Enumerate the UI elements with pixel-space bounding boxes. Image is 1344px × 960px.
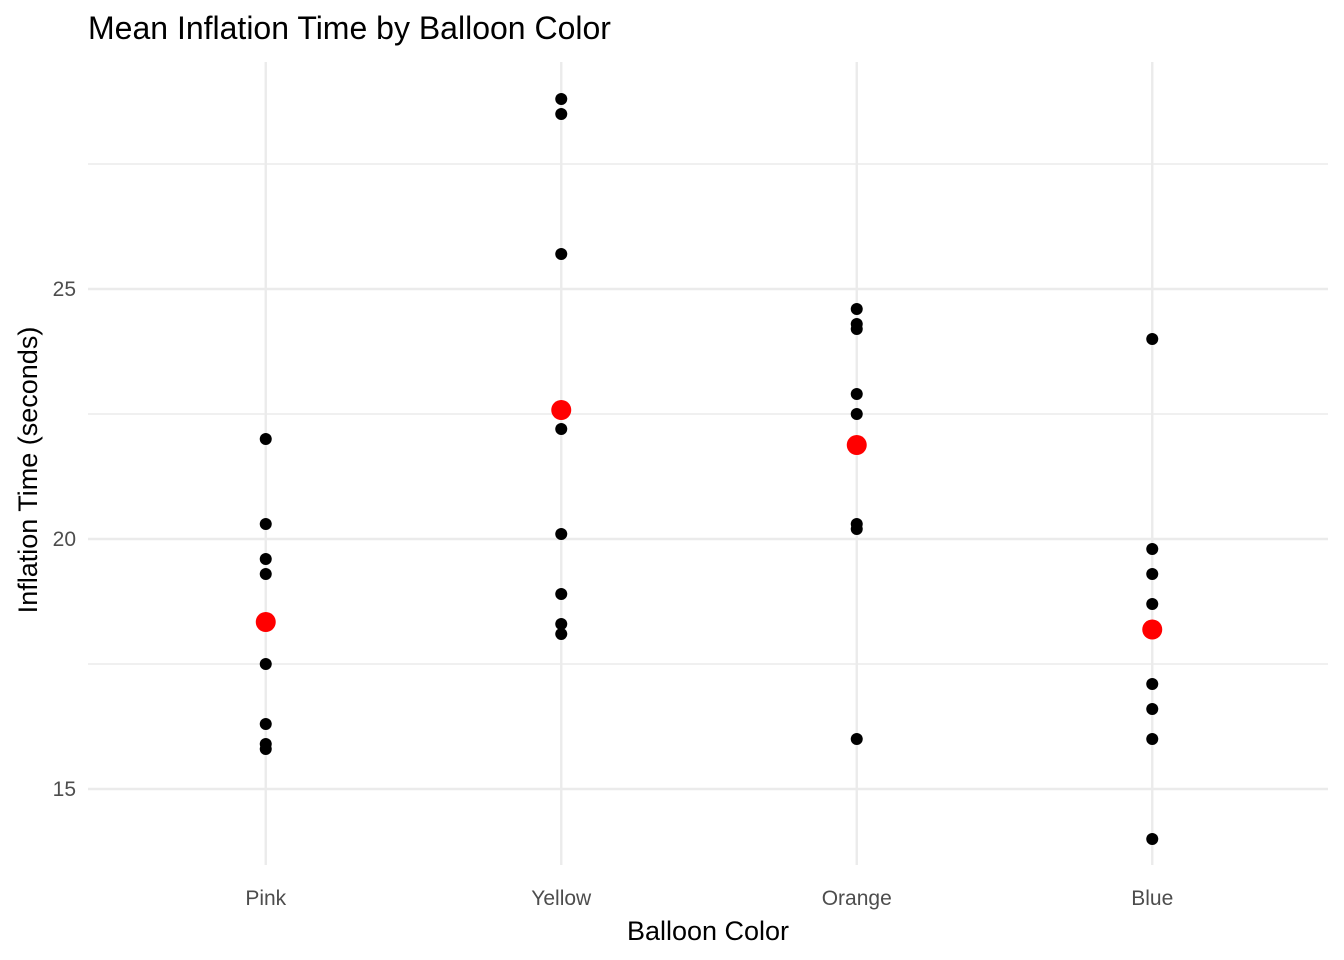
observation-point — [1146, 833, 1158, 845]
x-axis-title: Balloon Color — [627, 916, 789, 946]
x-tick-label: Pink — [245, 887, 286, 910]
x-tick-label: Orange — [822, 887, 892, 910]
mean-point — [847, 435, 867, 455]
observation-point — [260, 553, 272, 565]
observation-point — [260, 518, 272, 530]
observation-point — [1146, 703, 1158, 715]
observation-point — [851, 303, 863, 315]
observation-point — [851, 323, 863, 335]
y-tick-label: 20 — [53, 528, 76, 551]
observation-point — [260, 568, 272, 580]
observation-point — [555, 628, 567, 640]
observation-point — [851, 388, 863, 400]
mean-point — [256, 612, 276, 632]
observation-point — [1146, 598, 1158, 610]
observation-point — [260, 433, 272, 445]
observation-point — [555, 93, 567, 105]
points-layer — [260, 93, 1159, 845]
y-tick-label: 15 — [53, 778, 76, 801]
observation-point — [1146, 733, 1158, 745]
observation-point — [1146, 568, 1158, 580]
observation-point — [851, 408, 863, 420]
y-tick-label: 25 — [53, 278, 76, 301]
observation-point — [555, 108, 567, 120]
observation-point — [260, 743, 272, 755]
observation-point — [555, 423, 567, 435]
observation-point — [851, 523, 863, 535]
observation-point — [851, 733, 863, 745]
observation-point — [260, 658, 272, 670]
observation-point — [260, 718, 272, 730]
grid-layer — [88, 62, 1328, 865]
x-tick-labels: Pink Yellow Orange Blue — [245, 887, 1173, 910]
observation-point — [555, 588, 567, 600]
observation-point — [1146, 543, 1158, 555]
observation-point — [555, 248, 567, 260]
mean-point — [1142, 620, 1162, 640]
y-tick-labels: 15 20 25 — [53, 278, 76, 801]
observation-point — [1146, 333, 1158, 345]
chart-title: Mean Inflation Time by Balloon Color — [88, 10, 611, 46]
observation-point — [555, 528, 567, 540]
x-tick-label: Yellow — [531, 887, 592, 910]
means-layer — [256, 400, 1163, 640]
mean-point — [551, 400, 571, 420]
x-tick-label: Blue — [1131, 887, 1173, 910]
y-axis-title: Inflation Time (seconds) — [13, 327, 43, 614]
observation-point — [1146, 678, 1158, 690]
